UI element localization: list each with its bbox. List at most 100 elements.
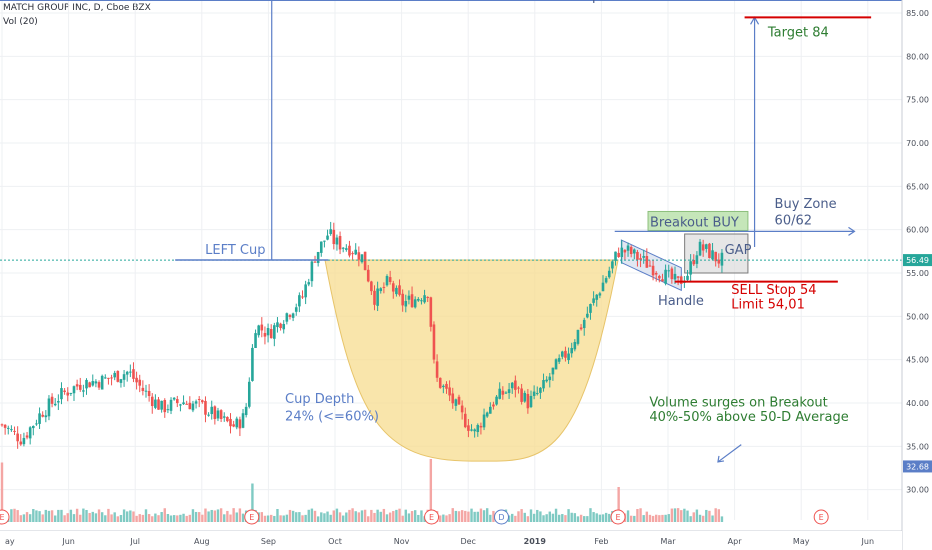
candle-body <box>110 377 113 379</box>
volume-bar <box>451 508 454 522</box>
volume-bar <box>407 513 411 522</box>
volume-bar <box>413 510 417 522</box>
volume-bar <box>667 514 670 522</box>
volume-bar <box>382 508 386 522</box>
candle-body <box>226 416 229 422</box>
candle-body <box>285 313 289 322</box>
volume-bar <box>276 509 279 522</box>
volume-bar <box>714 508 717 522</box>
time-tick-label: 2019 <box>524 537 547 546</box>
candle-body <box>32 425 35 429</box>
time-tick-label: Jun <box>61 537 75 546</box>
volume-bar <box>323 513 326 522</box>
volume-bar <box>266 515 270 522</box>
candle-body <box>423 295 426 303</box>
candle-body <box>708 243 711 258</box>
time-axis-bg <box>0 531 902 550</box>
candle-body <box>492 404 495 407</box>
volume-bar <box>285 514 289 522</box>
volume-bar <box>19 515 22 522</box>
candle-body <box>175 399 179 404</box>
label-sell-limit: Limit 54,01 <box>731 298 805 313</box>
candle-body <box>69 392 73 394</box>
candle-body <box>97 382 101 388</box>
candle-body <box>510 382 514 389</box>
volume-bar <box>398 508 401 522</box>
candle-body <box>94 381 98 384</box>
candle-body <box>341 247 345 249</box>
candle-body <box>717 259 721 264</box>
time-tick-label: Aug <box>194 537 210 546</box>
volume-bar <box>542 515 545 522</box>
candle-body <box>172 397 176 400</box>
volume-bar <box>511 513 514 522</box>
price-tick-label: 45.00 <box>906 356 929 365</box>
volume-bar <box>683 508 686 522</box>
candle-body <box>222 416 226 418</box>
candle-body <box>107 377 110 379</box>
candle-body <box>489 406 492 414</box>
volume-bar <box>263 515 267 522</box>
volume-bar <box>708 510 711 522</box>
price-tick-label: 40.00 <box>906 399 929 408</box>
volume-bar <box>298 512 301 522</box>
candle-body <box>326 235 329 240</box>
volume-bar <box>626 510 630 522</box>
volume-bar <box>470 508 473 522</box>
volume-bar <box>492 510 495 522</box>
candle-body <box>238 419 242 429</box>
volume-bar <box>376 509 379 522</box>
volume-bar <box>104 515 107 522</box>
candles <box>0 221 724 449</box>
volume-bar <box>526 516 530 522</box>
candle-body <box>166 409 170 411</box>
volume-bar <box>122 509 126 522</box>
candle-body <box>629 246 633 255</box>
time-tick-label: Nov <box>394 537 410 546</box>
candle-body <box>420 300 423 302</box>
volume-bar <box>141 514 145 522</box>
volume-bar <box>395 509 398 522</box>
candle-body <box>526 393 530 409</box>
volume-bar <box>514 515 517 522</box>
volume-bar <box>198 512 201 522</box>
volume-bar <box>536 509 539 522</box>
volume-bar <box>379 511 382 522</box>
volume-bar <box>532 513 536 522</box>
volume-bar <box>310 508 314 522</box>
volume-bar <box>273 515 276 522</box>
volume-bar <box>482 510 486 522</box>
volume-bar <box>617 487 620 522</box>
candle-body <box>601 282 605 292</box>
candle-body <box>307 282 311 285</box>
candle-body <box>376 288 379 306</box>
volume-bar <box>22 514 26 522</box>
candle-body <box>254 333 257 348</box>
volume-bar <box>307 509 310 522</box>
earnings-marker <box>813 509 829 525</box>
candle-body <box>363 251 367 271</box>
volume-bar <box>686 510 689 522</box>
candle-body <box>554 359 558 370</box>
volume-bar <box>420 510 423 522</box>
candle-body <box>529 395 533 408</box>
candle-body <box>141 387 145 392</box>
volume-bar <box>229 514 232 522</box>
last-price-badge <box>903 254 932 267</box>
candle-body <box>507 389 511 393</box>
candle-body <box>701 244 705 251</box>
candle-body <box>50 396 54 404</box>
candle-body <box>160 400 163 410</box>
candle-body <box>338 236 342 250</box>
volume-bar <box>188 514 192 522</box>
candle-body <box>460 405 464 413</box>
candle-body <box>304 284 307 298</box>
candle-body <box>479 425 483 428</box>
earnings-marker <box>244 509 260 525</box>
candle-body <box>385 276 389 286</box>
volume-bar <box>216 509 220 522</box>
price-tick-label: 80.00 <box>906 52 929 61</box>
earnings-marker <box>610 509 626 525</box>
candle-body <box>273 325 276 339</box>
